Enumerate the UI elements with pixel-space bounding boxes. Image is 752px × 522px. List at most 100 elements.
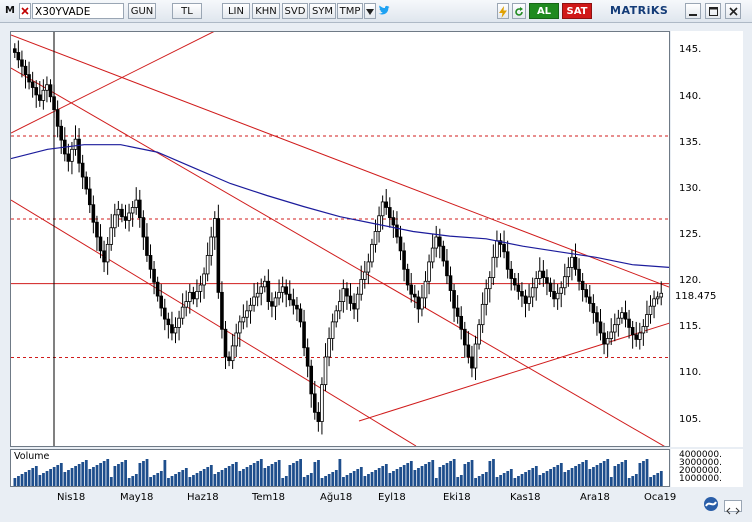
candle xyxy=(70,141,74,175)
maximize-button[interactable] xyxy=(705,3,721,19)
matriks-m-logo: M xyxy=(5,5,15,16)
currency-button[interactable]: TL xyxy=(172,3,202,19)
volume-bar xyxy=(349,473,352,486)
candle xyxy=(84,171,89,195)
candle xyxy=(20,50,24,78)
candle xyxy=(155,276,160,302)
chart-scroll-control[interactable] xyxy=(724,500,742,515)
candle xyxy=(259,278,264,306)
close-window-button[interactable] xyxy=(725,3,741,19)
volume-bar xyxy=(609,477,613,486)
sell-button[interactable]: SAT xyxy=(562,3,592,19)
volume-bar xyxy=(134,474,138,486)
volume-bar xyxy=(342,477,345,486)
volume-bar xyxy=(659,471,663,486)
price-axis: 145. 140. 135. 130. 125. 120. 115. 110. 105. 118… xyxy=(671,31,743,447)
refresh-icon[interactable] xyxy=(512,3,526,19)
template-dropdown-icon[interactable] xyxy=(364,3,376,19)
time-tick-label: May18 xyxy=(120,492,154,503)
candle xyxy=(505,240,510,279)
volume-bar xyxy=(263,468,267,486)
matriks-corner-icon[interactable] xyxy=(703,496,719,512)
volume-bar xyxy=(638,463,642,486)
twitter-bird-icon[interactable] xyxy=(378,3,390,19)
volume-tick-label: 1000000. xyxy=(679,474,722,484)
volume-bar xyxy=(77,464,81,486)
svd-button[interactable]: SVD xyxy=(282,3,308,19)
candle xyxy=(462,321,467,358)
trendline xyxy=(11,34,669,288)
candle xyxy=(573,243,578,276)
volume-bar xyxy=(320,478,324,486)
trendline xyxy=(11,67,665,446)
linear-scale-button[interactable]: LIN xyxy=(222,3,250,19)
candle xyxy=(248,297,253,324)
candle xyxy=(437,228,442,259)
candle xyxy=(216,204,221,299)
volume-bar xyxy=(534,466,538,486)
horizontal-levels xyxy=(11,135,669,358)
candle xyxy=(245,300,249,328)
candle xyxy=(130,201,135,227)
close-symbol-icon[interactable] xyxy=(19,3,31,19)
volume-bar xyxy=(602,461,606,486)
candle xyxy=(598,308,603,341)
volume-bar xyxy=(481,474,485,486)
candle xyxy=(255,282,260,307)
volume-bar xyxy=(27,470,31,486)
volume-bar xyxy=(70,468,74,486)
buy-button[interactable]: AL xyxy=(529,3,559,19)
candle xyxy=(152,260,156,295)
symbol-button[interactable]: SYM xyxy=(309,3,336,19)
volume-bar xyxy=(356,469,360,486)
volume-bar xyxy=(281,478,285,486)
volume-bar xyxy=(542,473,545,486)
candle xyxy=(459,306,464,340)
volume-bar xyxy=(199,471,202,486)
candle xyxy=(230,333,235,369)
candle xyxy=(520,282,524,308)
volume-tick-label: 3000000. xyxy=(679,458,722,468)
price-tick-label: 130. xyxy=(679,182,702,194)
volume-axis: 4000000. 3000000. 2000000. 1000000. xyxy=(671,449,743,487)
volume-bar xyxy=(452,459,456,486)
candle xyxy=(298,303,303,328)
price-chart[interactable] xyxy=(11,32,669,446)
candle xyxy=(102,240,106,273)
volume-bar xyxy=(327,474,331,486)
volume-panel[interactable]: Volume xyxy=(10,449,670,487)
candle xyxy=(366,253,371,285)
candle xyxy=(87,177,92,214)
price-chart-panel[interactable] xyxy=(10,31,670,447)
flash-icon[interactable] xyxy=(497,3,509,19)
minimize-button[interactable] xyxy=(685,3,701,19)
candle xyxy=(320,377,324,435)
candle xyxy=(548,277,553,297)
candle xyxy=(423,271,428,309)
symbol-input[interactable]: X30YVADE xyxy=(32,3,124,19)
candle xyxy=(252,283,256,312)
volume-bar xyxy=(113,466,117,486)
khn-button[interactable]: KHN xyxy=(252,3,280,19)
time-tick-label: Eki18 xyxy=(443,492,471,503)
volume-bar xyxy=(217,472,220,486)
candle xyxy=(373,219,378,253)
volume-bar xyxy=(574,466,577,486)
volume-bar xyxy=(170,476,174,486)
candle xyxy=(127,203,131,232)
volume-bar xyxy=(138,463,142,486)
candle xyxy=(166,312,171,339)
volume-bar xyxy=(477,476,481,486)
candle xyxy=(191,286,196,305)
period-button[interactable]: GUN xyxy=(128,3,156,19)
volume-bar xyxy=(181,470,185,486)
candle xyxy=(387,197,392,228)
volume-bar xyxy=(549,469,552,486)
template-button[interactable]: TMP xyxy=(337,3,363,19)
candle xyxy=(287,280,292,307)
volume-bar xyxy=(538,475,542,486)
volume-bar xyxy=(274,462,277,486)
time-tick-label: Kas18 xyxy=(510,492,541,503)
candles xyxy=(12,40,664,435)
candle xyxy=(241,304,246,330)
